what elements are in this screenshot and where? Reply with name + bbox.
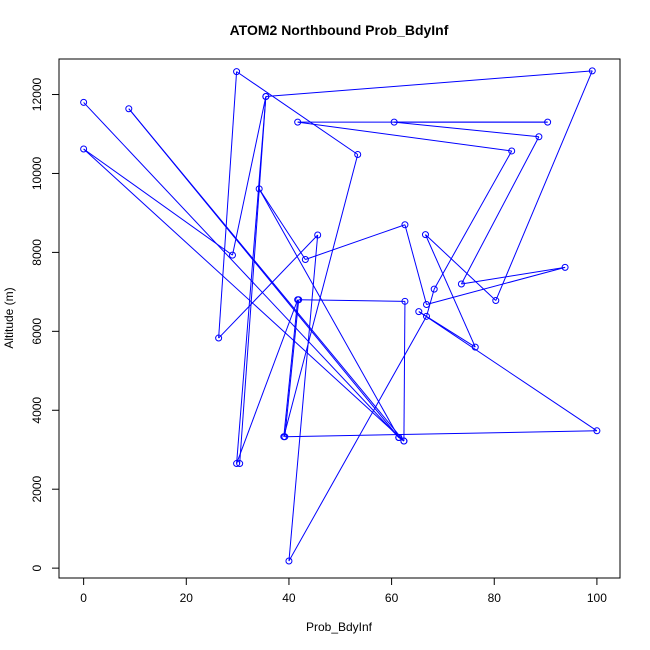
series-line-segment (461, 266, 566, 285)
series-line-segment (83, 148, 405, 442)
data-point (233, 460, 241, 468)
x-tick-label: 60 (385, 591, 399, 605)
series-line-segment (288, 234, 319, 562)
data-point (233, 68, 241, 76)
series-line-segment (231, 96, 267, 256)
data-point (415, 308, 423, 316)
series-line-segment (239, 96, 267, 464)
data-point (262, 92, 270, 100)
data-point (236, 460, 244, 468)
y-tick-label: 4000 (30, 397, 44, 424)
series-line-segment (403, 301, 406, 442)
data-point (390, 118, 398, 126)
series-line-segment (218, 71, 238, 339)
data-point (285, 557, 293, 565)
data-point (421, 231, 429, 239)
y-tick-label: 12000 (30, 78, 44, 112)
data-point (215, 334, 223, 342)
data-point (492, 297, 500, 305)
series-line-segment (426, 266, 566, 305)
series-line-segment (128, 108, 405, 442)
data-point (401, 221, 409, 229)
x-tick-label: 100 (587, 591, 607, 605)
data-point (80, 145, 88, 153)
x-tick-label: 40 (282, 591, 296, 605)
series-line-segment (83, 102, 400, 438)
series-line-segment (297, 121, 512, 152)
y-tick-label: 0 (30, 564, 44, 571)
data-point (255, 185, 263, 193)
series-line-segment (418, 311, 598, 432)
series-line-segment (265, 70, 593, 97)
data-point (401, 297, 409, 305)
series-line-segment (284, 430, 597, 438)
data-point (457, 280, 465, 288)
data-point (80, 98, 88, 106)
data-point (281, 433, 289, 441)
data-point (314, 231, 322, 239)
data-point (471, 343, 479, 351)
data-point (430, 285, 438, 293)
series-line-segment (460, 136, 540, 285)
series-line-segment (298, 299, 405, 302)
data-point (295, 296, 303, 304)
series-line-segment (283, 154, 359, 437)
data-point (544, 118, 552, 126)
series-line-segment (305, 224, 406, 260)
y-tick-label: 10000 (30, 156, 44, 190)
series-line-segment (236, 299, 299, 464)
plot-layer (80, 67, 601, 565)
series-line-segment (425, 234, 476, 348)
data-point (588, 67, 596, 75)
data-point (400, 437, 408, 445)
series-line-segment (495, 70, 593, 301)
series-line-segment (425, 234, 497, 301)
data-point (508, 147, 516, 155)
data-point (395, 434, 403, 441)
data-point (423, 312, 430, 320)
data-point (354, 151, 362, 159)
series-line-segment (433, 150, 513, 290)
series-line-segment (394, 121, 539, 138)
chart-title: ATOM2 Northbound Prob_BdyInf (230, 22, 449, 38)
data-point (423, 300, 430, 308)
data-point (561, 263, 569, 271)
y-tick-label: 6000 (30, 318, 44, 345)
series-line-segment (236, 71, 359, 155)
data-point (228, 251, 236, 259)
data-point (125, 105, 133, 113)
series-line-segment (258, 188, 400, 438)
data-point (294, 118, 302, 126)
y-tick-label: 8000 (30, 239, 44, 266)
x-axis: 0 20 40 60 80 100 (80, 577, 607, 605)
series-line-segment (83, 148, 233, 256)
series-line-segment (418, 311, 476, 348)
series-line-segment (258, 188, 306, 260)
y-axis: 0 2000 4000 6000 8000 10000 12000 (30, 78, 60, 571)
x-tick-label: 80 (488, 591, 502, 605)
data-point (301, 256, 309, 263)
series-line-segment (283, 299, 299, 437)
series-line-segment (426, 288, 435, 317)
series-line-segment (404, 224, 427, 305)
series-line-segment (236, 96, 267, 464)
data-point (535, 133, 543, 141)
series-line-segment (288, 316, 427, 562)
y-axis-label: Altitude (m) (2, 287, 16, 348)
x-axis-label: Prob_BdyInf (306, 620, 373, 634)
x-tick-label: 0 (80, 591, 87, 605)
x-tick-label: 20 (180, 591, 194, 605)
y-tick-label: 2000 (30, 476, 44, 503)
data-point (593, 427, 601, 435)
series-line-segment (284, 299, 300, 437)
